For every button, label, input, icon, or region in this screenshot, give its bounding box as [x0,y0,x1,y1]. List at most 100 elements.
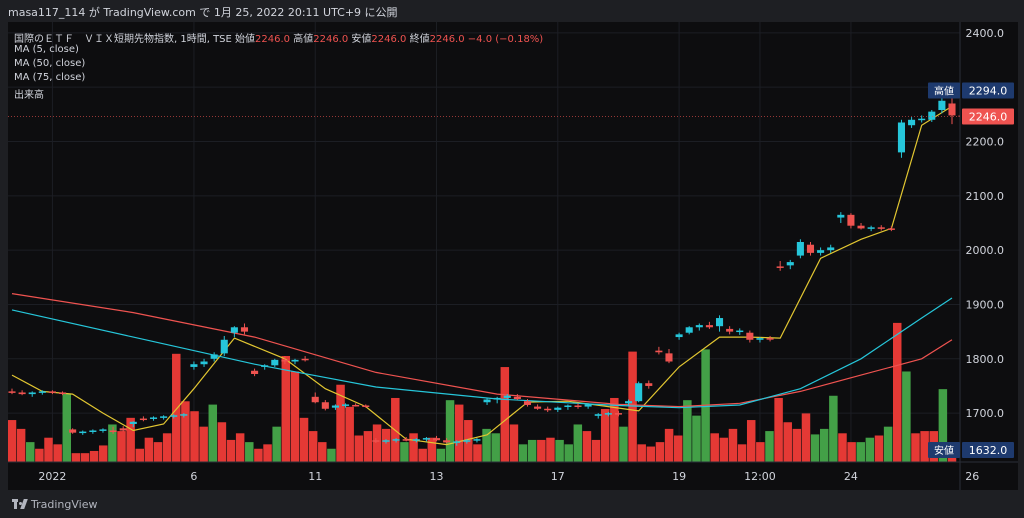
candle-body-47 [483,399,491,403]
candle-body-34 [352,404,360,407]
candle-body-54 [554,407,562,410]
candle-body-89 [908,119,916,126]
candle-body-77 [786,262,794,266]
price-tag-value-2: 1632.0 [969,444,1008,457]
volume-bar-38 [354,435,364,462]
candle-body-4 [48,391,56,393]
legend-ma75[interactable]: MA (75, close) [14,72,86,83]
volume-bar-89 [819,428,829,462]
volume-bar-102 [938,389,948,462]
volume-bar-53 [491,433,500,462]
candle-body-74 [756,338,764,340]
candle-body-92 [938,100,946,110]
candle-body-14 [149,417,158,419]
legend-ma5[interactable]: MA (5, close) [14,44,79,55]
candle-body-88 [897,122,905,153]
legend-volume[interactable]: 出来高 [14,90,44,101]
candle-body-68 [695,325,703,328]
volume-bar-67 [619,426,628,462]
volume-bar-73 [673,435,683,462]
volume-bar-21 [199,426,208,462]
volume-bar-81 [746,420,756,462]
price-tag-label-box-2 [928,442,960,459]
candle-body-21 [220,339,228,354]
candle-body-76 [776,266,784,268]
volume-bar-77 [710,433,719,462]
candle-body-69 [705,325,713,328]
candle-body-85 [867,227,875,229]
candle-body-91 [928,111,936,120]
grid-lines [8,22,973,462]
candle-body-5 [59,392,67,394]
snapshot-header: masa117_114 が TradingView.com で 1月 25, 2… [0,0,1024,22]
legend-ma50[interactable]: MA (50, close) [14,58,86,69]
volume-bar-6 [62,393,72,462]
volume-bar-66 [610,397,619,462]
price-tag-value-0: 2294.0 [969,84,1008,97]
volume-bar-23 [217,422,227,462]
tradingview-logo[interactable]: TradingView [12,498,97,511]
volume-bar-39 [363,431,373,462]
price-tag-label-0: 高値 [934,84,954,97]
candle-body-38 [392,439,400,441]
volume-bar-2 [26,442,35,462]
volume-bar-65 [600,409,610,462]
candle-body-50 [513,396,521,399]
volume-bar-29 [272,426,281,462]
volume-bar-15 [144,437,154,462]
time-tick-label-7: 24 [844,470,858,483]
volume-bar-10 [99,445,108,462]
volume-bar-26 [245,442,254,462]
price-axis-background[interactable] [960,22,1018,490]
volume-bar-5 [53,444,62,462]
candle-body-63 [645,383,653,386]
volume-bar-14 [135,448,145,462]
volume-bar-16 [153,442,163,462]
price-chart[interactable]: 1700.01800.01900.02000.02100.02200.02300… [8,22,1018,490]
candle-body-46 [473,439,481,441]
volume-bar-1 [16,428,26,462]
volume-bar-36 [336,384,345,462]
volume-bar-64 [591,439,601,462]
candle-body-87 [887,228,895,230]
time-tick-label-6: 12:00 [744,470,776,483]
volume-bar-92 [847,442,856,462]
candle-body-62 [635,383,643,402]
snapshot-line: masa117_114 が TradingView.com で 1月 25, 2… [8,6,398,19]
candle-body-10 [109,430,117,432]
price-tags: 2294.0 高値 2246.0 1632.0 安値 [928,82,1014,459]
volume-bar-46 [427,437,437,462]
candle-body-24 [251,370,259,374]
volume-bar-18 [172,353,181,462]
candle-body-26 [271,359,279,366]
candle-body-61 [625,401,633,404]
volume-bar-56 [518,444,528,462]
candle-body-17 [180,414,188,416]
candle-body-29 [301,358,309,361]
volume-bar-63 [582,431,592,462]
time-tick-label-4: 17 [551,470,565,483]
candle-body-3 [38,391,46,393]
price-tick-label-3: 2000.0 [966,244,1005,257]
volume-bar-80 [737,444,747,462]
legend-open-value: 2246.0 [255,34,291,45]
price-tick-label-5: 2200.0 [966,136,1005,149]
volume-bar-28 [263,444,272,462]
volume-bar-13 [126,417,135,462]
candle-body-58 [594,414,602,416]
candle-body-12 [129,421,137,424]
volume-bar-33 [308,431,318,462]
candle-body-20 [210,354,218,359]
volume-bar-79 [728,428,738,462]
volume-bar-22 [208,404,218,462]
volume-bar-55 [509,424,519,462]
volume-bar-20 [190,411,199,462]
volume-bar-96 [883,426,893,462]
candle-body-82 [837,214,845,218]
candle-body-93 [948,103,956,116]
legend-high-label: 高値 [293,34,314,45]
candle-body-9 [99,429,107,431]
volume-bar-35 [327,448,336,462]
tradingview-logo-icon [12,499,28,509]
price-tag-value-1: 2246.0 [969,111,1008,124]
